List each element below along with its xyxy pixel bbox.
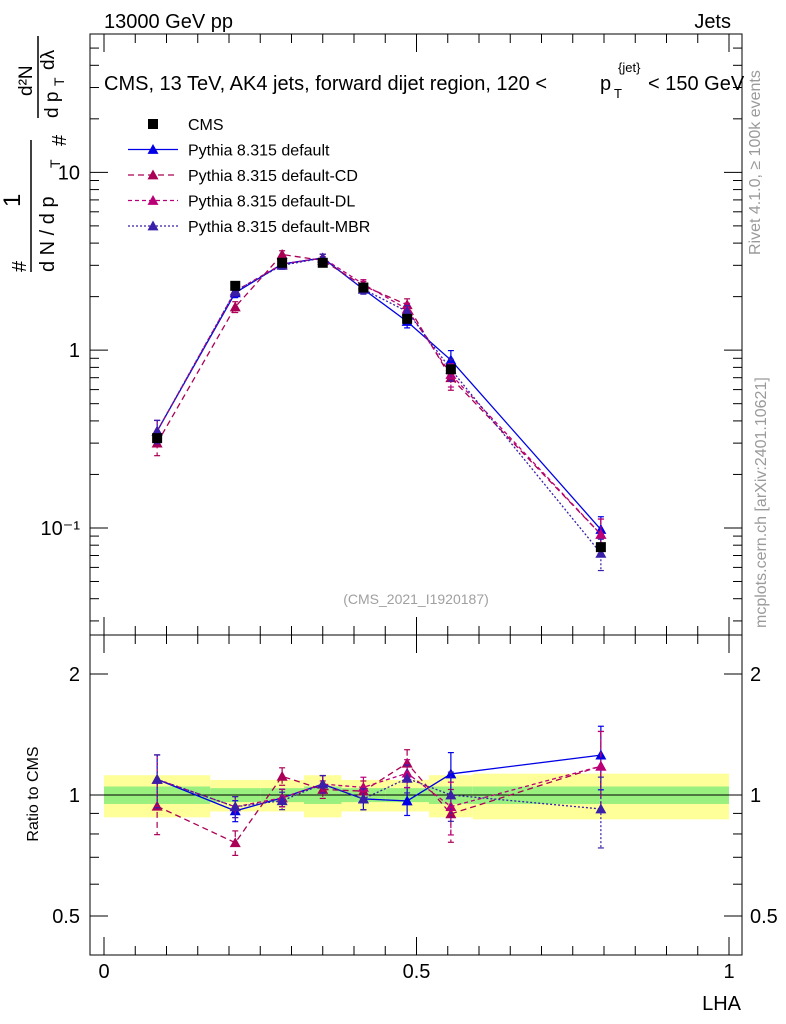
cms-data-point bbox=[277, 257, 288, 268]
header-energy: 13000 GeV pp bbox=[104, 11, 233, 33]
ratio-line-3 bbox=[156, 777, 601, 810]
cms-data-point bbox=[317, 257, 328, 268]
legend-label: CMS bbox=[188, 117, 224, 134]
cms-data-point bbox=[445, 364, 456, 375]
analysis-watermark: (CMS_2021_I1920187) bbox=[343, 591, 489, 607]
cms-data-point bbox=[358, 282, 369, 293]
legend-marker-cms bbox=[148, 119, 158, 129]
rivet-label: Rivet 4.1.0, ≥ 100k events bbox=[747, 70, 764, 255]
main-y-tick-label: 10⁻¹ bbox=[41, 518, 81, 540]
series-line-0 bbox=[156, 257, 602, 530]
legend-label: Pythia 8.315 default-DL bbox=[188, 194, 355, 211]
legend-marker bbox=[147, 220, 159, 231]
ratio-marker bbox=[317, 778, 329, 789]
x-tick-label: 0.5 bbox=[403, 961, 431, 983]
main-y-tick-label: 10 bbox=[58, 162, 80, 184]
x-tick-label: 1 bbox=[723, 961, 734, 983]
header-category: Jets bbox=[694, 11, 731, 33]
legend: CMS Pythia 8.315 default Pythia 8.315 defa… bbox=[128, 117, 370, 236]
title-pt: p bbox=[600, 73, 611, 95]
series-marker bbox=[595, 528, 607, 539]
title-pt-sub: T bbox=[614, 86, 622, 101]
legend-marker bbox=[147, 195, 159, 205]
ratio-y-tick-label-right: 1 bbox=[750, 785, 761, 807]
ratio-marker bbox=[151, 773, 163, 784]
x-tick-labels: 0 0.5 1 bbox=[98, 961, 734, 983]
cms-data-point bbox=[595, 542, 606, 553]
ratio-y-axis-label: Ratio to CMS bbox=[25, 746, 42, 841]
ratio-bands bbox=[104, 773, 729, 820]
ratio-marker bbox=[401, 795, 413, 806]
ratio-marker bbox=[276, 795, 288, 806]
ylabel-hash-2: # bbox=[49, 134, 71, 146]
ylabel-dpt: d p bbox=[42, 92, 63, 118]
ratio-y-tick-label-right: 0.5 bbox=[750, 906, 778, 928]
series-marker bbox=[595, 547, 607, 558]
series-line-2 bbox=[156, 257, 602, 535]
legend-marker bbox=[147, 169, 159, 180]
cms-data-point bbox=[402, 313, 413, 324]
series-line-3 bbox=[156, 257, 602, 554]
ratio-marker bbox=[229, 837, 241, 848]
series-marker bbox=[229, 301, 241, 312]
series-marker bbox=[401, 305, 413, 316]
legend-label: Pythia 8.315 default-MBR bbox=[188, 219, 370, 236]
series-line-1 bbox=[156, 253, 602, 535]
ylabel-denom-sub: T bbox=[47, 159, 63, 168]
title-pt-sup: {jet} bbox=[618, 60, 641, 75]
legend-marker bbox=[147, 144, 159, 154]
ylabel-top: # 1 d N / d p T # d²N d p T dλ bbox=[0, 36, 71, 272]
ratio-line-1 bbox=[156, 762, 602, 844]
ylabel-one: 1 bbox=[0, 194, 26, 207]
legend-label: Pythia 8.315 default-CD bbox=[188, 168, 358, 185]
ratio-y-tick-label: 1 bbox=[69, 785, 80, 807]
ratio-marker bbox=[401, 772, 413, 783]
ratio-y-tick-label: 0.5 bbox=[52, 906, 80, 928]
axis-ticks bbox=[90, 33, 742, 956]
cms-data-point bbox=[152, 433, 163, 444]
ratio-y-tick-label: 2 bbox=[69, 664, 80, 686]
ylabel-dpt-sub: T bbox=[51, 77, 67, 86]
main-y-tick-label: 1 bbox=[69, 340, 80, 362]
ratio-line-0 bbox=[156, 754, 601, 812]
legend-label: Pythia 8.315 default bbox=[188, 143, 330, 160]
ratio-y-tick-labels: 0.5 1 2 0.5 1 2 bbox=[52, 664, 778, 928]
ratio-y-tick-label-right: 2 bbox=[750, 664, 761, 686]
x-tick-label: 0 bbox=[98, 961, 109, 983]
ratio-marker bbox=[595, 760, 607, 771]
mcplots-label: mcplots.cern.ch [arXiv:2401.10621] bbox=[753, 377, 770, 628]
ylabel-hash-1: # bbox=[9, 260, 31, 272]
ylabel-d2n: d²N bbox=[16, 65, 37, 96]
ylabel-dlambda: dλ bbox=[38, 49, 59, 70]
ylabel-denom: d N / d p bbox=[37, 196, 59, 272]
ratio-marker bbox=[229, 801, 241, 812]
main-y-tick-labels: 10⁻¹ 1 10 bbox=[41, 162, 81, 540]
ratio-marker bbox=[357, 793, 369, 804]
ratio-plot-marks bbox=[151, 725, 607, 856]
ratio-marker bbox=[595, 803, 607, 814]
main-plot-marks bbox=[151, 249, 607, 572]
ratio-marker bbox=[401, 767, 413, 778]
ratio-marker bbox=[276, 770, 288, 781]
plot-title: CMS, 13 TeV, AK4 jets, forward dijet reg… bbox=[104, 60, 745, 101]
title-end: < 150 GeV bbox=[648, 73, 745, 95]
ratio-marker bbox=[445, 789, 457, 800]
x-axis-label: LHA bbox=[702, 993, 742, 1015]
cms-data-point bbox=[230, 280, 241, 291]
series-marker bbox=[276, 249, 288, 259]
title-main: CMS, 13 TeV, AK4 jets, forward dijet reg… bbox=[104, 73, 547, 95]
